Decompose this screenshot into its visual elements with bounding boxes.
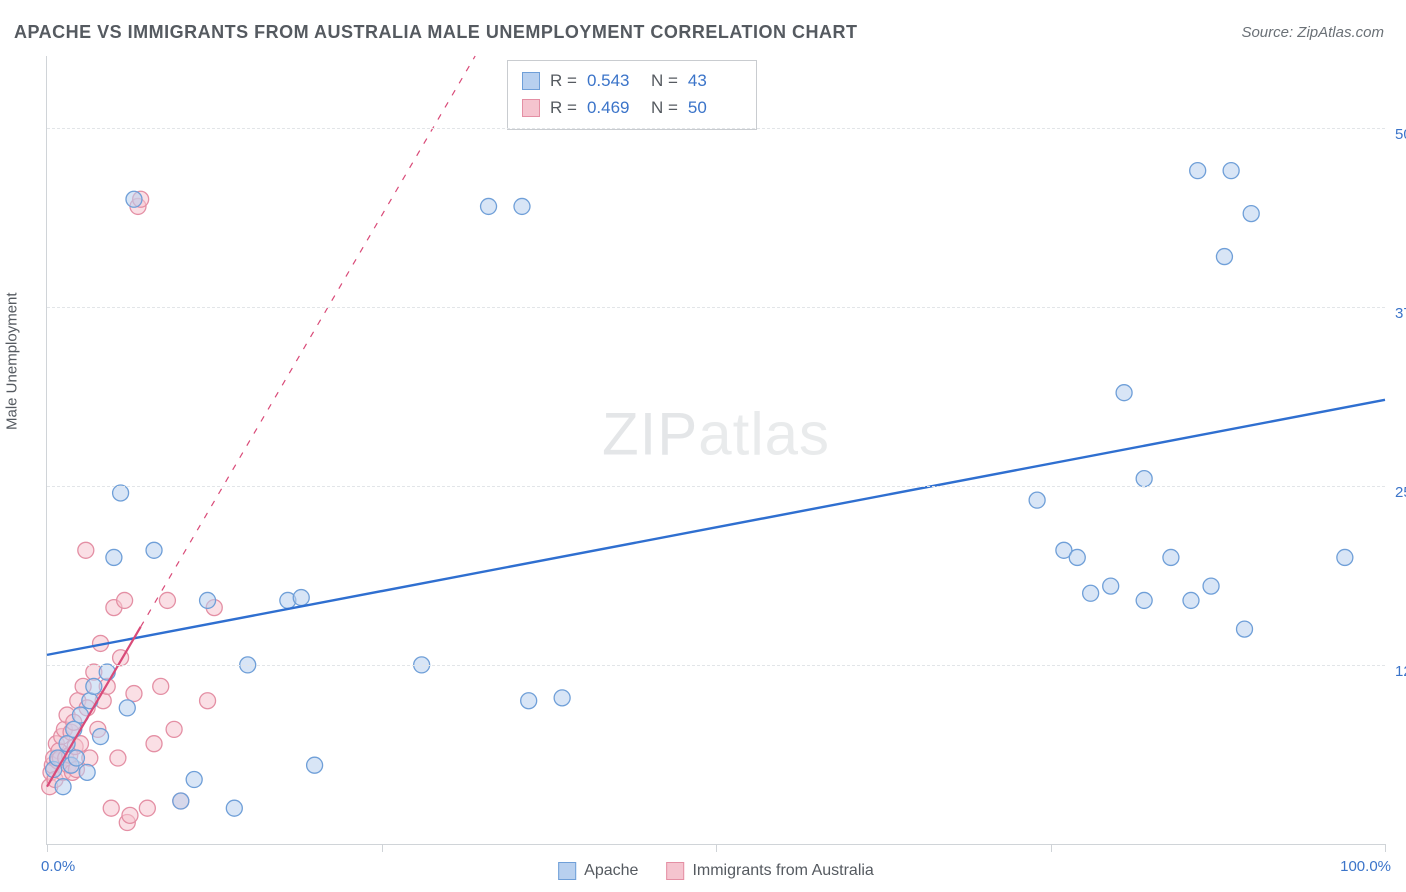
data-point [1243,206,1259,222]
data-point [200,592,216,608]
data-point [122,807,138,823]
y-tick-label: 12.5% [1395,663,1406,680]
swatch-australia [522,99,540,117]
data-point [1216,249,1232,265]
gridline [47,486,1385,487]
data-point [1237,621,1253,637]
stat-n-label: N = [651,67,678,94]
x-tick [1051,844,1052,852]
data-point [110,750,126,766]
gridline [47,307,1385,308]
stat-r-label: R = [550,94,577,121]
swatch-apache-bottom [558,862,576,880]
data-point [126,686,142,702]
data-point [1183,592,1199,608]
data-point [1136,592,1152,608]
stats-legend-box: R = 0.543 N = 43 R = 0.469 N = 50 [507,60,757,130]
trend-line [47,400,1385,655]
data-point [146,736,162,752]
x-tick [47,844,48,852]
data-point [86,678,102,694]
data-point [126,191,142,207]
legend-label-apache: Apache [584,862,638,880]
data-point [554,690,570,706]
plot-svg [47,56,1385,844]
legend-item-australia: Immigrants from Australia [666,862,873,880]
data-point [139,800,155,816]
bottom-legend: Apache Immigrants from Australia [558,862,874,880]
data-point [1203,578,1219,594]
data-point [117,592,133,608]
legend-label-australia: Immigrants from Australia [692,862,873,880]
gridline [47,128,1385,129]
data-point [226,800,242,816]
y-tick-label: 50.0% [1395,126,1406,143]
data-point [159,592,175,608]
data-point [78,542,94,558]
x-tick [1385,844,1386,852]
data-point [99,664,115,680]
data-point [1337,549,1353,565]
data-point [113,485,129,501]
data-point [55,779,71,795]
data-point [200,693,216,709]
stat-r-label: R = [550,67,577,94]
data-point [106,549,122,565]
stats-row-apache: R = 0.543 N = 43 [522,67,742,94]
stat-n-label: N = [651,94,678,121]
legend-item-apache: Apache [558,862,638,880]
data-point [1116,385,1132,401]
data-point [307,757,323,773]
swatch-australia-bottom [666,862,684,880]
x-tick [382,844,383,852]
data-point [1136,471,1152,487]
stat-n-australia: 50 [688,94,742,121]
swatch-apache [522,72,540,90]
data-point [103,800,119,816]
data-point [93,729,109,745]
y-axis-label: Male Unemployment [4,292,21,430]
data-point [82,693,98,709]
x-tick-label: 0.0% [41,858,75,875]
data-point [481,198,497,214]
chart-title: APACHE VS IMMIGRANTS FROM AUSTRALIA MALE… [14,22,857,43]
data-point [186,772,202,788]
data-point [1190,163,1206,179]
data-point [1163,549,1179,565]
data-point [1103,578,1119,594]
data-point [173,793,189,809]
data-point [293,590,309,606]
data-point [1223,163,1239,179]
data-point [514,198,530,214]
data-point [1083,585,1099,601]
trend-line [141,56,476,627]
data-point [166,721,182,737]
chart-area: ZIPatlas R = 0.543 N = 43 R = 0.469 N = … [46,56,1385,845]
data-point [146,542,162,558]
data-point [153,678,169,694]
data-point [79,764,95,780]
data-point [521,693,537,709]
data-point [119,700,135,716]
x-tick [716,844,717,852]
gridline [47,665,1385,666]
x-tick-label: 100.0% [1340,858,1391,875]
stats-row-australia: R = 0.469 N = 50 [522,94,742,121]
y-tick-label: 25.0% [1395,484,1406,501]
data-point [68,750,84,766]
source-label: Source: ZipAtlas.com [1241,24,1384,41]
data-point [1029,492,1045,508]
stat-r-australia: 0.469 [587,94,641,121]
y-tick-label: 37.5% [1395,305,1406,322]
stat-r-apache: 0.543 [587,67,641,94]
data-point [1069,549,1085,565]
stat-n-apache: 43 [688,67,742,94]
